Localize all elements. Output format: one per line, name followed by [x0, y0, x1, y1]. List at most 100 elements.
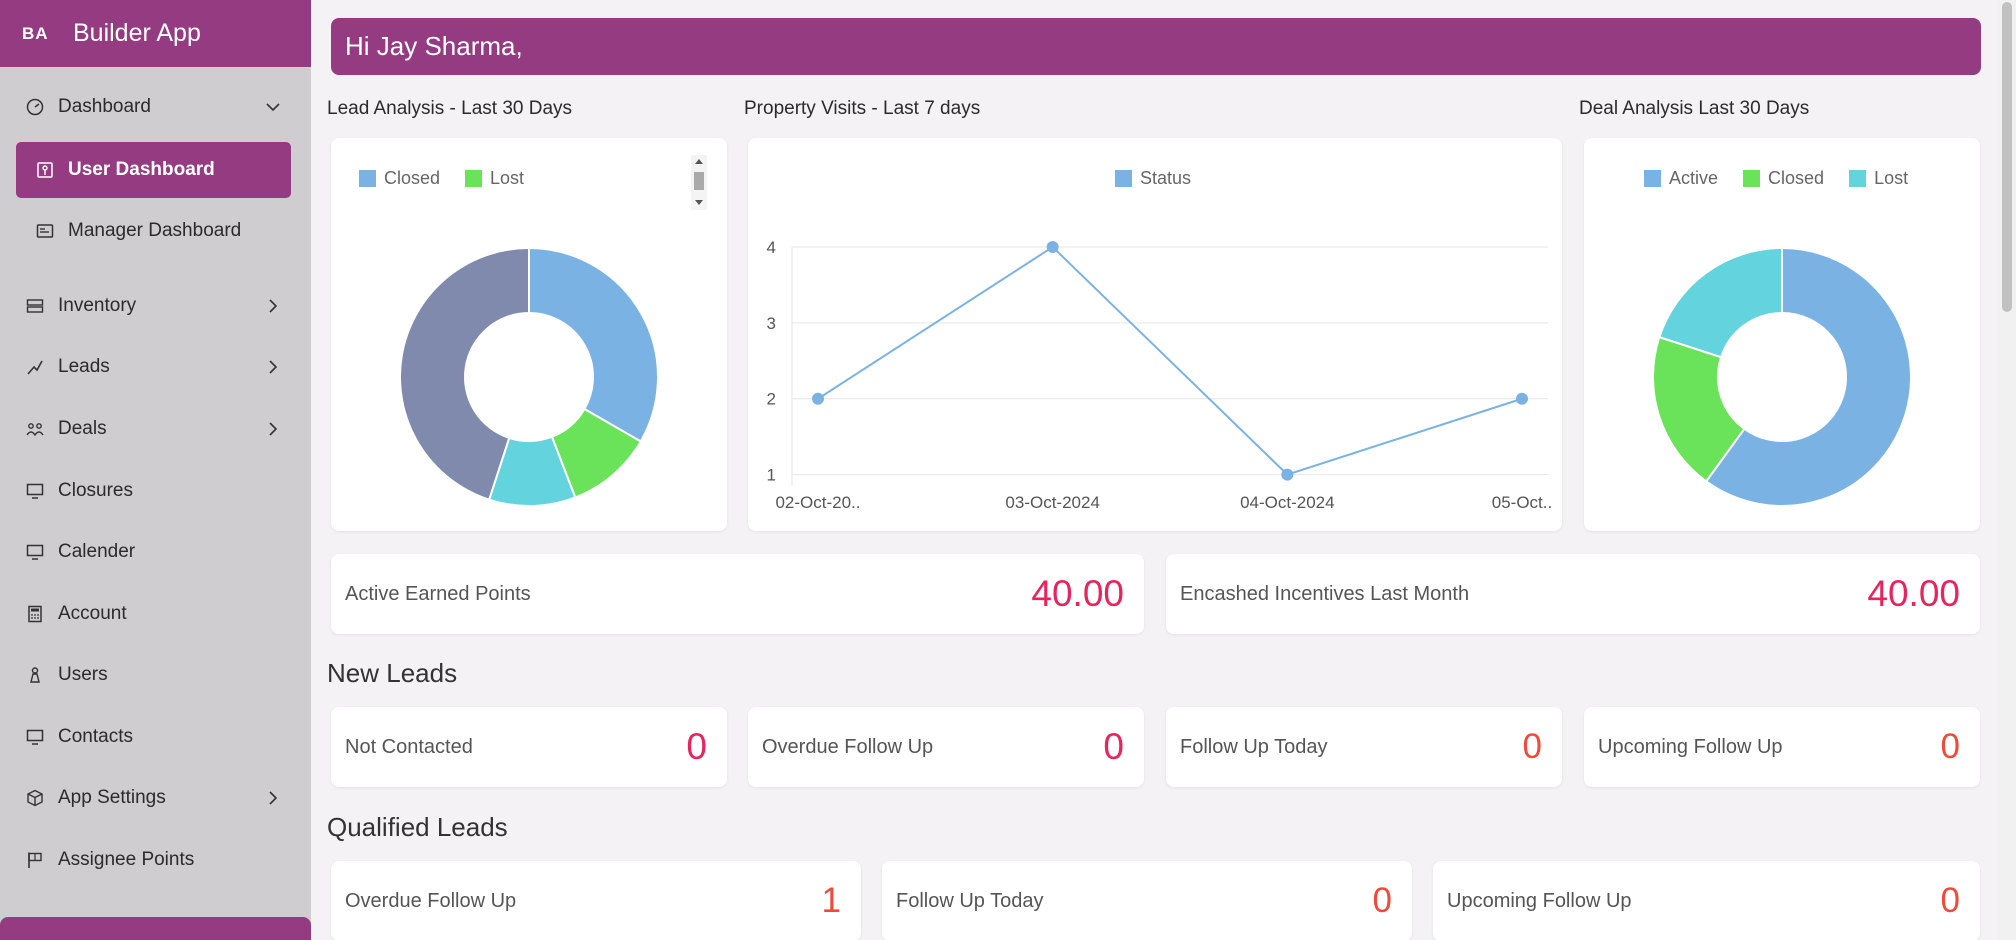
sidebar-item-inventory[interactable]: Inventory — [0, 281, 311, 331]
stat-value: 40.00 — [1031, 573, 1124, 614]
sidebar-item-label: Manager Dashboard — [68, 220, 242, 241]
legend-label: Lost — [490, 168, 525, 188]
user-dashboard-icon — [35, 160, 55, 180]
stat-value: 0 — [1940, 881, 1960, 920]
sidebar-item-dashboard[interactable]: Dashboard — [0, 82, 311, 132]
legend-item-lost[interactable]: Lost — [1849, 168, 1908, 189]
y-tick-label: 4 — [767, 238, 776, 257]
qualified-leads-overdue-card[interactable]: Overdue Follow Up 1 — [331, 861, 861, 940]
stat-value: 0 — [1372, 881, 1392, 920]
stat-value: 0 — [1522, 727, 1542, 766]
stat-label: Active Earned Points — [345, 582, 531, 605]
legend-label: Closed — [1768, 168, 1825, 188]
legend-item-lost[interactable]: Lost — [465, 168, 524, 189]
brand-title: Builder App — [73, 19, 201, 47]
legend-scroll-control[interactable] — [691, 155, 707, 210]
sidebar-item-label: Deals — [58, 418, 107, 439]
calculator-icon — [25, 604, 45, 624]
brand-header[interactable]: BA Builder App — [0, 0, 311, 67]
new-leads-upcoming-card[interactable]: Upcoming Follow Up 0 — [1584, 707, 1980, 787]
stat-value: 0 — [1940, 727, 1960, 766]
stat-value: 40.00 — [1867, 573, 1960, 614]
stat-label: Upcoming Follow Up — [1447, 889, 1632, 912]
scroll-thumb[interactable] — [694, 172, 704, 190]
monitor-icon — [25, 727, 45, 747]
chevron-right-icon — [263, 357, 283, 377]
stat-value: 0 — [686, 726, 707, 767]
visits-line-chart: 1 2 3 4 02-Oct-20.. 03-Oct-2024 04-Oct-2024 05-… — [767, 238, 1553, 512]
donut-slice-lost[interactable] — [1658, 246, 1783, 359]
sidebar-item-contacts[interactable]: Contacts — [0, 712, 311, 762]
sidebar-footer[interactable] — [0, 917, 311, 940]
x-tick-label: 02-Oct-20.. — [775, 493, 860, 512]
y-tick-label: 2 — [767, 390, 776, 409]
donut-slice-segment-3[interactable] — [399, 246, 530, 501]
data-point[interactable] — [1046, 241, 1059, 253]
sidebar-item-leads[interactable]: Leads — [0, 342, 311, 392]
donut-slice-closed[interactable] — [1652, 335, 1746, 483]
donut-slice-active[interactable] — [1704, 246, 1912, 507]
user-icon — [25, 665, 45, 685]
x-tick-label: 04-Oct-2024 — [1240, 493, 1335, 512]
x-tick-label: 05-Oct.. — [1492, 493, 1552, 512]
y-tick-label: 1 — [767, 466, 776, 485]
donut-slice-closed[interactable] — [528, 246, 659, 443]
legend-label: Status — [1140, 168, 1192, 188]
scrollbar-thumb[interactable] — [2002, 2, 2012, 312]
flag-icon — [25, 850, 45, 870]
stat-label: Not Contacted — [345, 735, 473, 758]
greeting-banner: Hi Jay Sharma, — [331, 18, 1981, 75]
sidebar-item-deals[interactable]: Deals — [0, 404, 311, 454]
qualified-leads-today-card[interactable]: Follow Up Today 0 — [882, 861, 1412, 940]
legend-label: Active — [1669, 168, 1719, 188]
sidebar-item-calender[interactable]: Calender — [0, 527, 311, 577]
series-line-status — [817, 245, 1523, 476]
sidebar-item-assignee-points[interactable]: Assignee Points — [0, 835, 311, 885]
stat-label: Follow Up Today — [1180, 735, 1328, 758]
sidebar-item-manager-dashboard[interactable]: Manager Dashboard — [0, 206, 311, 256]
sidebar-item-label: Inventory — [58, 295, 137, 316]
legend-item-active[interactable]: Active — [1644, 168, 1718, 189]
qualified-leads-heading: Qualified Leads — [327, 812, 508, 842]
sidebar-item-label: Closures — [58, 480, 133, 501]
inventory-icon — [25, 296, 45, 316]
sidebar-item-closures[interactable]: Closures — [0, 466, 311, 516]
lead-analysis-title: Lead Analysis - Last 30 Days — [327, 98, 573, 119]
qualified-leads-upcoming-card[interactable]: Upcoming Follow Up 0 — [1433, 861, 1980, 940]
legend-label: Closed — [384, 168, 441, 188]
leads-icon — [25, 357, 45, 377]
active-earned-points-card[interactable]: Active Earned Points 40.00 — [331, 554, 1144, 634]
data-point[interactable] — [812, 392, 824, 405]
x-tick-label: 03-Oct-2024 — [1005, 493, 1100, 512]
data-point[interactable] — [1281, 468, 1294, 481]
legend-item-status[interactable]: Status — [1115, 168, 1191, 189]
deals-icon — [25, 419, 45, 439]
dashboard-icon — [25, 97, 45, 117]
sidebar-item-label: Contacts — [58, 726, 133, 747]
new-leads-heading: New Leads — [327, 658, 458, 688]
new-leads-today-card[interactable]: Follow Up Today 0 — [1166, 707, 1562, 787]
y-tick-label: 3 — [767, 314, 776, 333]
stat-value: 1 — [821, 881, 841, 920]
legend-item-closed[interactable]: Closed — [359, 168, 440, 189]
sidebar-item-user-dashboard[interactable]: User Dashboard — [16, 142, 291, 198]
stat-label: Encashed Incentives Last Month — [1180, 582, 1470, 605]
encashed-incentives-card[interactable]: Encashed Incentives Last Month 40.00 — [1166, 554, 1980, 634]
deal-legend: Active Closed Lost — [1644, 168, 1908, 189]
sidebar-item-app-settings[interactable]: App Settings — [0, 773, 311, 823]
monitor-icon — [25, 542, 45, 562]
data-point[interactable] — [1516, 392, 1528, 405]
arrow-down-icon[interactable] — [695, 200, 703, 205]
arrow-up-icon[interactable] — [695, 159, 703, 164]
property-visits-card: Status 1 2 3 4 02-Oct-20.. 03-Oct-2024 04-Oct-… — [748, 138, 1562, 531]
stat-label: Follow Up Today — [896, 889, 1044, 912]
new-leads-not-contacted-card[interactable]: Not Contacted 0 — [331, 707, 727, 787]
legend-item-closed[interactable]: Closed — [1743, 168, 1824, 189]
sidebar-item-account[interactable]: Account — [0, 589, 311, 639]
page-scrollbar[interactable] — [1998, 0, 2016, 940]
chevron-right-icon — [263, 788, 283, 808]
stat-label: Overdue Follow Up — [345, 889, 517, 912]
new-leads-overdue-card[interactable]: Overdue Follow Up 0 — [748, 707, 1144, 787]
sidebar-item-users[interactable]: Users — [0, 650, 311, 700]
sidebar: BA Builder App Dashboard User Dashboard … — [0, 0, 311, 940]
